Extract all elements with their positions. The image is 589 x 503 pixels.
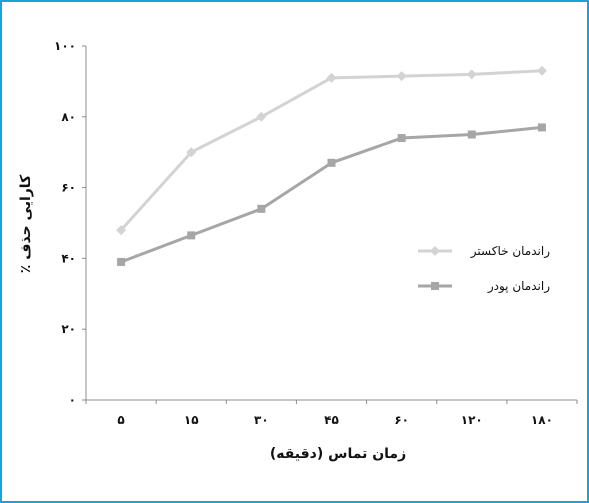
legend-item: راندمان خاکستر: [418, 244, 550, 259]
series-line: [119, 69, 543, 232]
data-point: [466, 69, 477, 80]
y-axis-ticks: ۰ ۲۰ ۴۰ ۶۰ ۸۰ ۱۰۰: [54, 39, 86, 407]
data-point: [326, 72, 337, 83]
legend-swatch-marker: [431, 282, 439, 290]
data-point: [536, 65, 547, 76]
data-point: [117, 257, 126, 266]
y-tick-label: ۱۰۰: [54, 39, 76, 53]
legend-label: راندمان خاکستر: [470, 244, 550, 259]
data-point: [397, 134, 406, 143]
y-tick-label: ۸۰: [61, 110, 76, 124]
x-tick-label: ۱۵: [184, 413, 199, 427]
data-point: [467, 130, 476, 139]
y-tick-label: ۲۰: [61, 322, 76, 336]
x-tick-label: ۴۵: [324, 413, 339, 427]
legend-label: راندمان پودر: [487, 279, 550, 294]
y-tick-label: ۴۰: [61, 251, 76, 265]
series-layer: [116, 65, 547, 266]
series-line: [120, 125, 543, 264]
x-tick-label: ۱۲۰: [461, 413, 483, 427]
data-point: [537, 123, 546, 132]
data-point: [396, 71, 407, 82]
y-tick-label: ۰: [69, 393, 76, 407]
data-point: [257, 204, 266, 213]
x-tick-label: ۵: [117, 413, 124, 427]
data-point: [327, 158, 336, 167]
series-1: [116, 65, 547, 236]
x-tick-label: ۳۰: [254, 413, 269, 427]
data-point: [187, 231, 196, 240]
legend-item: راندمان پودر: [418, 279, 550, 294]
y-axis-title: کارایی حذف ٪: [18, 174, 34, 273]
data-point: [186, 147, 197, 158]
x-axis-ticks: ۵ ۱۵ ۳۰ ۴۵ ۶۰ ۱۲۰ ۱۸۰: [85, 400, 578, 427]
legend: راندمان خاکستر راندمان پودر: [418, 244, 550, 294]
y-tick-label: ۶۰: [61, 181, 76, 195]
x-tick-label: ۶۰: [394, 413, 409, 427]
series-2: [117, 123, 546, 266]
data-point: [116, 225, 127, 236]
data-point: [256, 111, 267, 122]
legend-swatch-marker: [430, 246, 440, 256]
x-axis-title: زمان تماس (دقیقه): [270, 446, 406, 462]
x-tick-label: ۱۸۰: [531, 413, 553, 427]
